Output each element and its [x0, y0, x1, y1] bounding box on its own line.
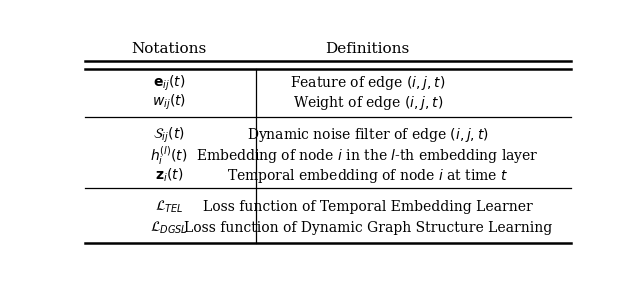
Text: Embedding of node $i$ in the $l$-th embedding layer: Embedding of node $i$ in the $l$-th embe… — [196, 147, 539, 165]
Text: Dynamic noise filter of edge $(i, j, t)$: Dynamic noise filter of edge $(i, j, t)$ — [247, 126, 488, 144]
Text: $h_i^{(l)}(t)$: $h_i^{(l)}(t)$ — [150, 144, 188, 168]
Text: Notations: Notations — [132, 42, 207, 56]
Text: Feature of edge $(i, j, t)$: Feature of edge $(i, j, t)$ — [290, 74, 445, 92]
Text: Loss function of Dynamic Graph Structure Learning: Loss function of Dynamic Graph Structure… — [184, 221, 552, 235]
Text: Temporal embedding of node $i$ at time $t$: Temporal embedding of node $i$ at time $… — [227, 167, 508, 185]
Text: $\mathcal{L}_{DGSL}$: $\mathcal{L}_{DGSL}$ — [150, 220, 188, 236]
Text: Loss function of Temporal Embedding Learner: Loss function of Temporal Embedding Lear… — [203, 200, 532, 214]
Text: $\mathcal{S}_{ij}(t)$: $\mathcal{S}_{ij}(t)$ — [154, 126, 185, 145]
Text: Weight of edge $(i, j, t)$: Weight of edge $(i, j, t)$ — [292, 94, 443, 112]
Text: $\mathcal{L}_{TEL}$: $\mathcal{L}_{TEL}$ — [155, 199, 184, 215]
Text: Definitions: Definitions — [326, 42, 410, 56]
Text: $\mathbf{e}_{ij}(t)$: $\mathbf{e}_{ij}(t)$ — [153, 73, 186, 93]
Text: $w_{ij}(t)$: $w_{ij}(t)$ — [152, 93, 186, 112]
Text: $\mathbf{z}_i(t)$: $\mathbf{z}_i(t)$ — [155, 167, 184, 184]
